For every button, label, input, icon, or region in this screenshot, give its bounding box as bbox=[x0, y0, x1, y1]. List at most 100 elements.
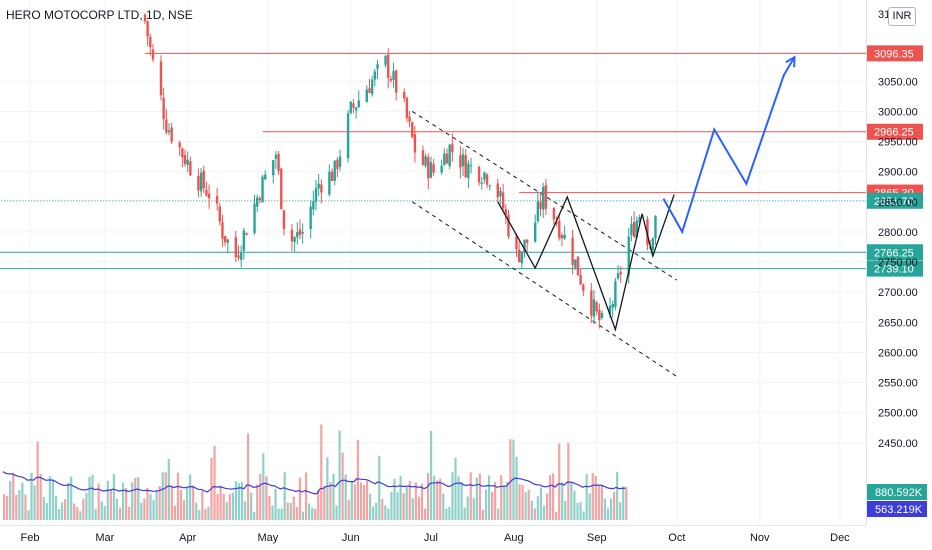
candle-body bbox=[632, 222, 636, 237]
candle-body bbox=[373, 71, 377, 80]
candle-body bbox=[611, 303, 614, 308]
volume-bar bbox=[475, 477, 478, 520]
time-axis[interactable]: Feb Mar Apr May Jun Jul Aug Sep Oct Nov Dec bbox=[0, 525, 866, 545]
volume-bar bbox=[561, 482, 564, 520]
level-label-box bbox=[867, 260, 923, 277]
candle-body bbox=[464, 155, 467, 178]
horizontal-levels[interactable]: 3096.352966.252865.302851.702766.252739.… bbox=[0, 45, 923, 277]
projection-path[interactable] bbox=[662, 55, 796, 235]
volume-bar bbox=[503, 485, 506, 520]
volume-bar bbox=[283, 472, 286, 520]
volume-bar bbox=[247, 433, 250, 520]
volume-bar bbox=[332, 473, 335, 520]
volume-bar bbox=[573, 490, 576, 520]
candle-body bbox=[440, 165, 443, 173]
volume-bar bbox=[216, 494, 219, 520]
candle-body bbox=[274, 154, 278, 159]
volume-bar bbox=[436, 480, 439, 520]
candle-body bbox=[459, 155, 462, 168]
candle-body bbox=[352, 103, 355, 108]
candle-body bbox=[504, 209, 507, 215]
candle-body bbox=[183, 154, 187, 165]
volume-bar bbox=[548, 475, 552, 520]
candle-body bbox=[536, 201, 540, 221]
candle-body bbox=[376, 64, 379, 69]
volume-bar bbox=[158, 486, 161, 520]
chart-title: HERO MOTOCORP LTD, 1D, NSE bbox=[6, 8, 193, 22]
volume-bar bbox=[125, 488, 128, 520]
volume-bar bbox=[100, 501, 103, 520]
volume-bar bbox=[79, 511, 82, 520]
candle-body bbox=[443, 153, 446, 165]
candle-body bbox=[614, 281, 617, 307]
volume-bar bbox=[445, 508, 448, 520]
volume-bar bbox=[619, 502, 622, 520]
volume-bar bbox=[198, 510, 201, 520]
candle-body bbox=[293, 237, 296, 242]
volume-bar bbox=[176, 472, 180, 520]
volume-bar bbox=[54, 495, 58, 520]
candle-body bbox=[461, 154, 465, 167]
volume-bar bbox=[237, 483, 241, 520]
volume-bar bbox=[536, 496, 539, 520]
level-label: 2739.10 bbox=[874, 264, 914, 276]
chart-grid bbox=[0, 0, 866, 525]
candle-body bbox=[162, 97, 165, 120]
level-label: 2966.25 bbox=[874, 127, 914, 139]
volume-bar bbox=[304, 472, 308, 520]
volume-bar bbox=[530, 500, 533, 520]
candle-body bbox=[368, 88, 371, 93]
volume-bar bbox=[91, 474, 94, 520]
candle-body bbox=[598, 309, 601, 321]
wave-pattern-line[interactable] bbox=[497, 194, 675, 332]
channel-lines[interactable] bbox=[411, 110, 678, 377]
time-tick-label: May bbox=[258, 532, 279, 544]
candle-body bbox=[365, 89, 368, 103]
volume-bar bbox=[356, 439, 359, 520]
time-tick-label: Jun bbox=[342, 532, 360, 544]
candle-body bbox=[186, 159, 189, 165]
candle-body bbox=[199, 172, 203, 192]
volume-bar bbox=[268, 495, 271, 520]
volume-bar bbox=[67, 482, 70, 520]
candle-body bbox=[165, 119, 168, 133]
price-tick-label: 2950.00 bbox=[878, 137, 918, 149]
volume-bar bbox=[76, 507, 79, 520]
volume-bar bbox=[234, 481, 237, 520]
candle-body bbox=[234, 237, 238, 258]
price-axis[interactable]: 2450.00 2500.00 2550.00 2600.00 2650.00 2700.… bbox=[866, 0, 918, 525]
volume-bar bbox=[472, 498, 475, 520]
volume-bar bbox=[365, 480, 369, 520]
projection-line bbox=[662, 56, 796, 235]
time-tick-label: Apr bbox=[179, 532, 196, 544]
volume-bar bbox=[112, 473, 115, 520]
price-tick-label: 2650.00 bbox=[878, 317, 918, 329]
volume-bar bbox=[609, 498, 613, 520]
volume-bar bbox=[381, 498, 384, 520]
volume-bar bbox=[524, 492, 527, 520]
volume-bar bbox=[170, 485, 173, 520]
price-tick-label: 2800.00 bbox=[878, 227, 918, 239]
candle-body bbox=[242, 230, 246, 251]
volume-bar bbox=[347, 499, 350, 520]
volume-bar bbox=[533, 508, 536, 520]
candle-body bbox=[312, 201, 315, 210]
candle-body bbox=[469, 165, 473, 167]
volume-bar bbox=[195, 502, 198, 520]
candle-body bbox=[608, 306, 612, 315]
candle-body bbox=[520, 251, 524, 264]
volume-bar bbox=[12, 472, 15, 520]
time-tick-label: Mar bbox=[95, 532, 114, 544]
volume-bar bbox=[3, 494, 6, 520]
volume-bar bbox=[179, 489, 183, 520]
candle-body bbox=[320, 184, 323, 193]
candle-body bbox=[499, 190, 502, 197]
price-tick-label: 2500.00 bbox=[878, 408, 918, 420]
volume-bar bbox=[106, 480, 109, 520]
volume-bars bbox=[3, 424, 628, 520]
currency-button[interactable]: INR bbox=[888, 7, 916, 26]
level-label: 2851.70 bbox=[874, 196, 914, 208]
volume-bar bbox=[286, 502, 289, 520]
candle-body bbox=[280, 168, 283, 209]
